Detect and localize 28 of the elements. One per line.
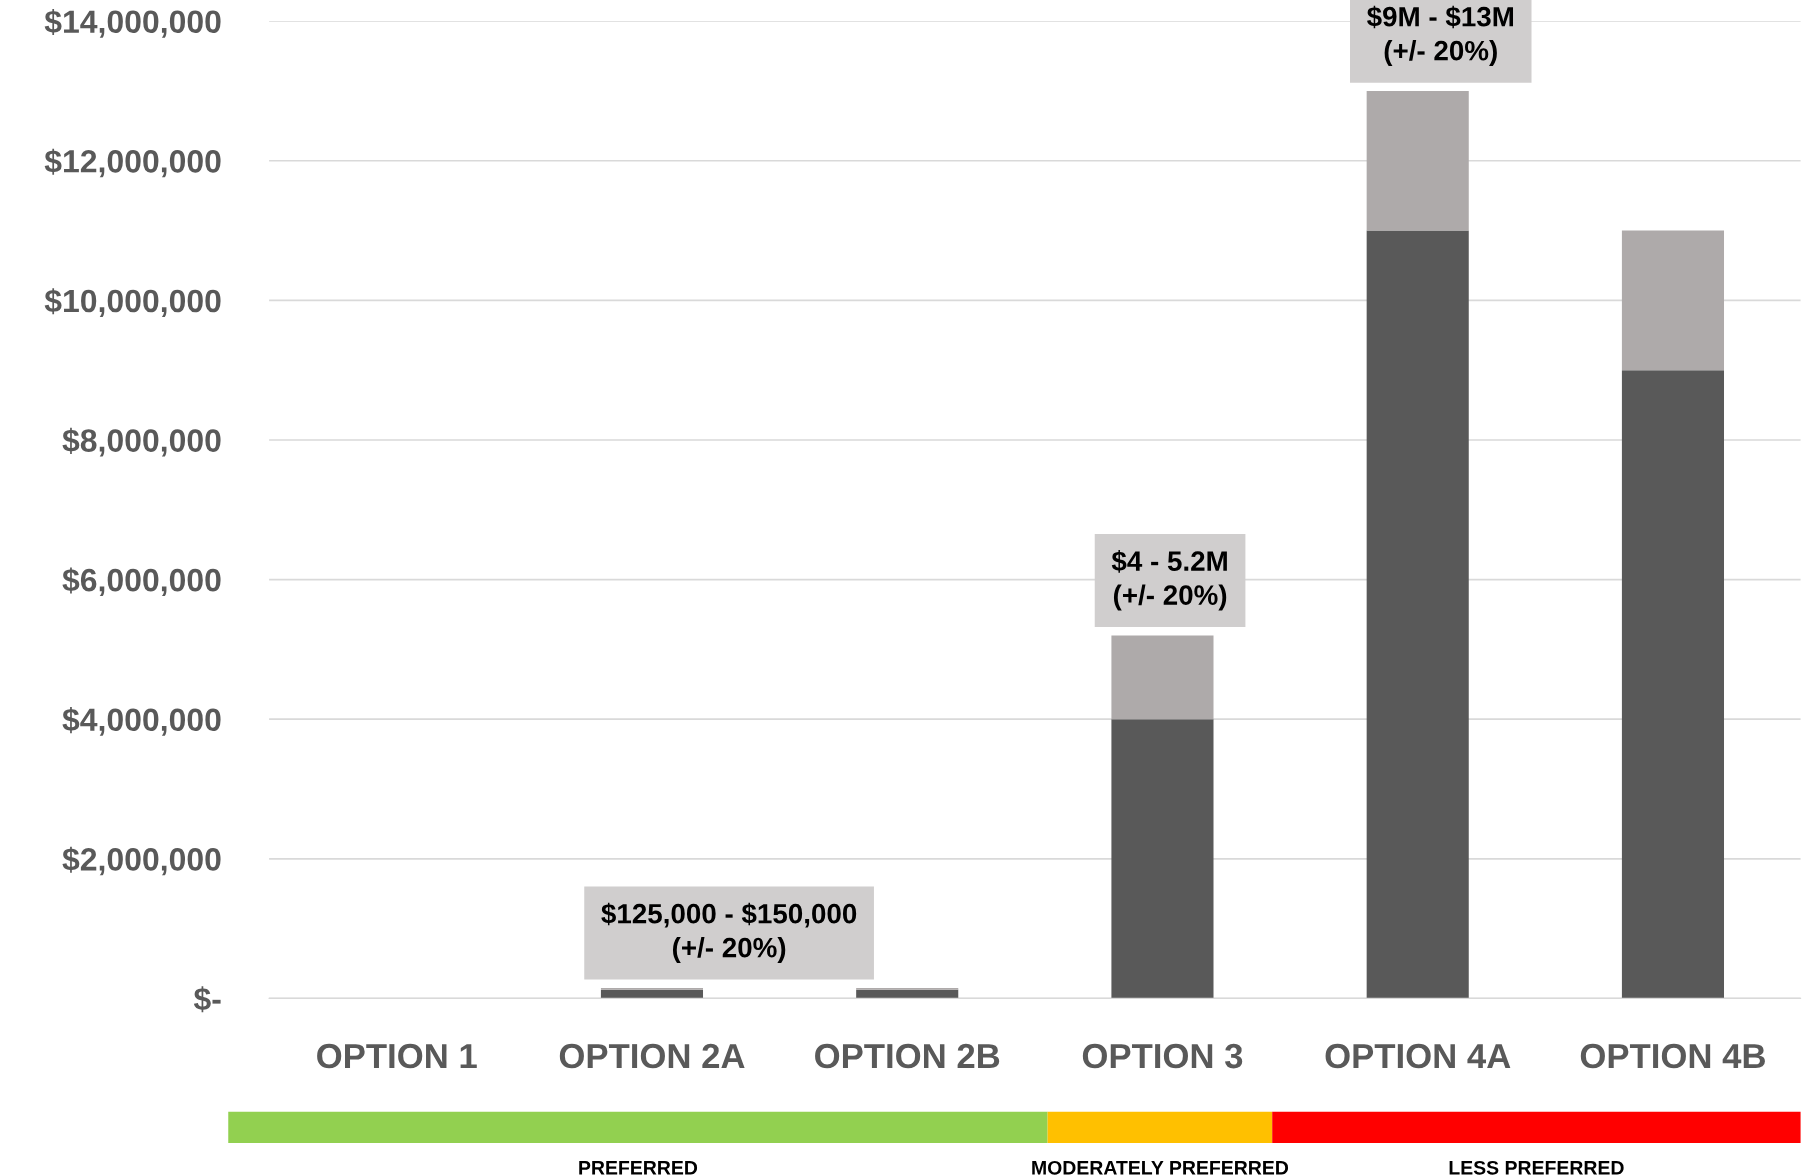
bar	[1111, 719, 1214, 999]
bar	[1621, 370, 1725, 999]
bar	[1111, 635, 1214, 720]
annotation: $125,000 - $150,000 (+/- 20%)	[601, 902, 857, 963]
bar	[1366, 230, 1469, 999]
x-tick-label: OPTION 4A	[1325, 1043, 1511, 1069]
y-tick-label: $2,000,000	[62, 846, 221, 876]
bar	[856, 989, 959, 999]
bar	[1366, 90, 1469, 231]
annotation: $9M - $13M (+/- 20%)	[1367, 5, 1514, 66]
text: PREFERRED	[579, 1161, 698, 1175]
x-tick-label: OPTION 2A	[559, 1043, 745, 1069]
x-tick-label: OPTION 3	[1082, 1043, 1243, 1069]
y-tick-label: $12,000,000	[44, 148, 221, 178]
x-tick-label: OPTION 1	[317, 1043, 477, 1069]
bar	[600, 989, 704, 999]
y-tick-label: $10,000,000	[44, 288, 221, 317]
y-tick-label: $8,000,000	[62, 427, 221, 457]
text: LESS PREFERRED	[1449, 1160, 1624, 1175]
y-tick-label: $14,000,000	[44, 9, 221, 38]
x-tick-label: OPTION 4B	[1580, 1043, 1765, 1069]
y-tick-label: $-	[193, 986, 221, 1013]
bar	[1621, 230, 1725, 371]
text: MODERATELY PREFERRED	[1032, 1160, 1289, 1175]
x-tick-label: OPTION 2B	[815, 1043, 1000, 1069]
y-tick-label: $4,000,000	[62, 707, 221, 736]
y-tick-label: $6,000,000	[62, 567, 221, 597]
annotation: $4 - 5.2M (+/- 20%)	[1111, 550, 1227, 611]
